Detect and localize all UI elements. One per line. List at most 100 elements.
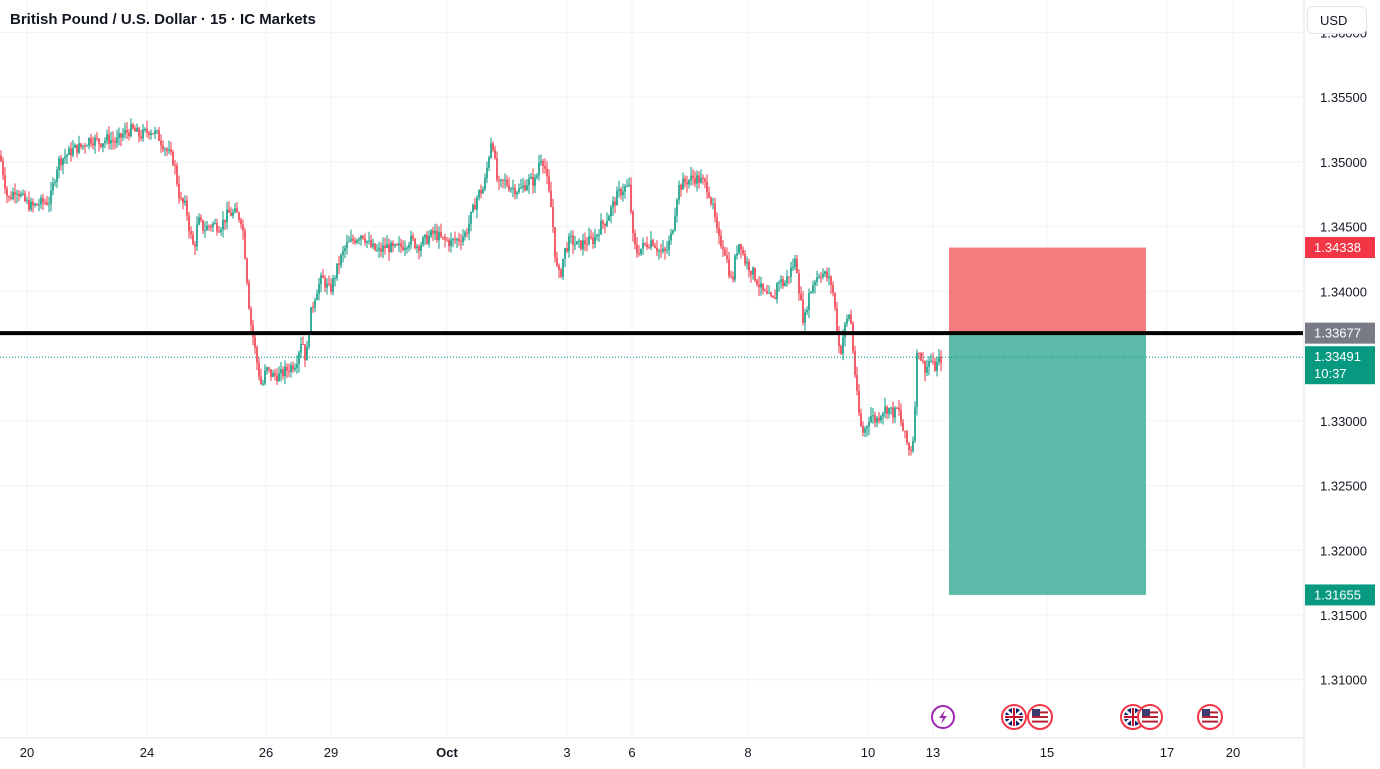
candle bbox=[836, 301, 838, 335]
candle bbox=[818, 273, 820, 280]
candle bbox=[440, 223, 442, 239]
candle bbox=[770, 291, 772, 298]
candle bbox=[34, 202, 36, 208]
candle bbox=[852, 321, 854, 355]
candle bbox=[524, 179, 526, 192]
us-flag-icon[interactable] bbox=[1137, 704, 1163, 730]
candle bbox=[670, 228, 672, 246]
candle bbox=[18, 189, 20, 202]
candle bbox=[640, 248, 642, 256]
candle bbox=[520, 179, 522, 189]
candle bbox=[680, 183, 682, 197]
time-axis[interactable]: 20 24 26 29 Oct 3 6 8 10 13 15 17 20 bbox=[0, 737, 1304, 760]
candle bbox=[234, 203, 236, 214]
candle bbox=[500, 178, 502, 188]
candle bbox=[732, 271, 734, 283]
candle bbox=[350, 229, 352, 243]
candle bbox=[72, 139, 74, 158]
candle bbox=[532, 168, 534, 194]
take-profit-zone[interactable] bbox=[949, 333, 1146, 595]
candle bbox=[742, 246, 744, 256]
candle bbox=[146, 120, 148, 138]
candle bbox=[6, 186, 8, 204]
candle bbox=[908, 441, 910, 456]
x-tick-label: 24 bbox=[140, 745, 154, 760]
event-markers[interactable] bbox=[931, 704, 1223, 730]
currency-button[interactable]: USD bbox=[1307, 6, 1367, 34]
candle bbox=[530, 172, 532, 180]
candle bbox=[720, 229, 722, 249]
candle bbox=[794, 254, 796, 271]
candle bbox=[132, 122, 134, 131]
candles-layer bbox=[0, 118, 942, 456]
target-price-label[interactable]: 1.31655 bbox=[1305, 584, 1375, 606]
uk-flag-icon[interactable] bbox=[1001, 704, 1027, 730]
candle bbox=[724, 246, 726, 256]
candle bbox=[176, 162, 178, 187]
last-price-label[interactable]: 1.33491 10:37 bbox=[1305, 346, 1375, 385]
candle bbox=[114, 136, 116, 150]
candle bbox=[214, 218, 216, 225]
candle bbox=[494, 145, 496, 160]
candle bbox=[714, 197, 716, 223]
candle bbox=[58, 155, 60, 179]
candle bbox=[178, 175, 180, 204]
candle bbox=[466, 228, 468, 238]
candle bbox=[80, 142, 82, 150]
stop-price-label[interactable]: 1.34338 bbox=[1305, 237, 1375, 259]
us-flag-icon[interactable] bbox=[1027, 704, 1053, 730]
candle bbox=[510, 186, 512, 193]
candle bbox=[460, 234, 462, 251]
candle bbox=[662, 239, 664, 254]
candle bbox=[170, 141, 172, 156]
candle bbox=[14, 183, 16, 204]
candle bbox=[302, 336, 304, 346]
candle bbox=[44, 198, 46, 205]
candle bbox=[652, 238, 654, 247]
candle bbox=[786, 269, 788, 287]
candle bbox=[112, 131, 114, 150]
candle bbox=[238, 211, 240, 223]
line-price-label[interactable]: 1.33677 bbox=[1305, 322, 1375, 344]
price-lines[interactable] bbox=[0, 331, 1303, 358]
candle bbox=[274, 368, 276, 381]
candle bbox=[736, 245, 738, 260]
candle bbox=[266, 366, 268, 375]
x-tick-label: 10 bbox=[861, 745, 875, 760]
x-tick-label: 3 bbox=[563, 745, 570, 760]
candle bbox=[696, 170, 698, 192]
candle bbox=[728, 251, 730, 279]
candle bbox=[746, 256, 748, 270]
candle bbox=[564, 247, 566, 267]
candle bbox=[202, 219, 204, 234]
candle bbox=[822, 268, 824, 280]
stop-loss-zone[interactable] bbox=[949, 247, 1146, 334]
candle bbox=[692, 169, 694, 186]
us-flag-icon[interactable] bbox=[1197, 704, 1223, 730]
candle bbox=[182, 197, 184, 210]
candle bbox=[602, 219, 604, 230]
candle bbox=[152, 132, 154, 135]
candle bbox=[386, 235, 388, 249]
candle bbox=[722, 240, 724, 257]
candle bbox=[262, 379, 264, 387]
candle bbox=[600, 213, 602, 236]
candle bbox=[198, 213, 200, 226]
candle bbox=[436, 224, 438, 243]
candle bbox=[620, 186, 622, 200]
candle bbox=[228, 201, 230, 213]
candle bbox=[432, 226, 434, 242]
candle bbox=[820, 272, 822, 284]
candle bbox=[540, 154, 542, 166]
candle bbox=[664, 246, 666, 260]
candle bbox=[332, 275, 334, 296]
candle bbox=[4, 167, 6, 194]
candle bbox=[140, 129, 142, 142]
candle bbox=[472, 203, 474, 213]
price-axis[interactable]: 1.360001.355001.350001.345001.340001.335… bbox=[1303, 0, 1375, 769]
candle bbox=[208, 224, 210, 231]
candle bbox=[536, 173, 538, 180]
lightning-icon[interactable] bbox=[931, 705, 955, 729]
position-zones[interactable] bbox=[949, 247, 1146, 595]
